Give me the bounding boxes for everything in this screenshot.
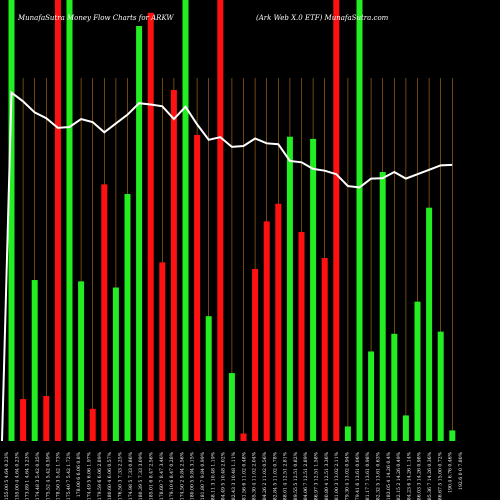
x-tick-labels: 155.00 5 4.64 0.23% 155.00 4 4.64 0.23% 17… [4,451,464,500]
x-tick-label: 155.00 4 4.64 0.23% [14,451,20,500]
chart-title-left: MunafaSutra Money Flow Charts for ARKW [17,14,174,22]
bar-up [356,0,363,441]
bar-up [124,194,131,441]
x-tick-label: 174.98 5 7.33 0.86% [128,451,134,500]
bar-up [391,333,398,441]
x-tick-label: 176.50 3 7.33 2.25% [118,451,124,500]
price-line-layer [1,90,453,442]
x-tick-label: 181.00 3 13.02 2.11% [334,451,340,500]
bar-down [89,408,96,441]
x-tick-label: 182.84 5 11.02 0.78% [272,451,278,500]
x-tick-label: 179.59 6 6.06 2.89% [97,451,103,500]
bar-up [228,373,235,441]
x-tick-label: 190.4 6.76 0.46% [448,451,454,493]
x-tick-label: 180.80 4 12.51 3.36% [324,451,330,500]
x-tick-label: 184.26 2 11.02 0.56% [262,451,268,500]
bar-up [205,316,212,441]
bar-up [182,0,189,441]
x-tick-label: 181.17 7 13.61 0.98% [365,451,371,500]
bar-up [286,136,293,441]
bar-up [379,171,386,442]
x-tick-label: 188.01 4 12.51 2.81% [283,451,289,500]
bar-down [194,134,201,442]
bar-down [159,262,166,441]
x-tick-label: 185.01 6 8.47 2.56% [148,451,154,500]
bar-down [101,184,108,441]
bar-down [217,0,224,441]
x-tick-label: 174.48 3 5.42 0.35% [35,451,41,500]
x-tick-label: 184.23 6 14.26 1.14% [406,451,412,500]
bar-down [240,433,247,441]
bar-up [449,430,456,441]
x-tick-label: 180.60 4 6.06 0.57% [107,451,113,500]
bar-down [20,399,27,441]
bar-up [112,287,119,441]
x-tick-label: 182.32 5 13.61 0.63% [375,451,381,500]
bar-up [437,331,444,441]
x-tick-label: 178.50 3 5.42 1.73% [56,451,62,500]
bar-down [298,231,305,441]
x-tick-label: 185.36 7 14.26 0.36% [427,451,433,500]
x-tick-label: 178.00 6 6.06 0.8% [76,451,82,497]
bar-down [170,89,177,442]
x-tick-label: 186.67 5 15.00 0.72% [437,451,443,500]
bar-up [78,281,85,441]
x-tick-label: 174.49 5 6.06 1.97% [87,451,93,500]
bar-up [368,351,375,441]
bars [8,0,456,442]
bar-up [414,301,421,441]
x-tick-label: 175.52 4 5.42 0.59% [45,451,51,500]
x-tick-label: 184.06 7 12.51 2.89% [303,451,309,500]
bar-up [402,415,409,441]
bar-up [310,138,317,442]
bar-down [43,396,50,441]
x-tick-label: 186.97 3 12.51 1.58% [314,451,320,500]
bar-down [252,269,259,441]
bar-down [54,0,61,441]
chart-title-right: (Ark Web X.0 ETF) MunafaSutra.com [256,14,389,22]
x-tick-label: 179.10 6 8.47 0.28% [169,451,175,500]
bar-up [8,0,15,441]
price-line [1,90,453,442]
bar-down [275,203,282,441]
x-tick-label: 182.43 3 10.48 1.11% [231,451,237,500]
x-tick-label: 185.30 4 11.02 2.04% [252,451,258,500]
bar-down [333,0,340,441]
x-tick-label: 181.56 6 11.02 0.48% [241,451,247,500]
x-tick-label: 182.15 2 14.26 0.49% [396,451,402,500]
bar-up [31,280,38,441]
bar-up [66,0,73,441]
x-tick-label: 174.50 2 9.84 2.56% [179,451,185,500]
x-tick-label: 184.49 5 10.48 2.02% [221,451,227,500]
x-tick-label: 186.03 3 14.26 0.98% [417,451,423,500]
x-tick-label: 192.6 0 0 7.80% [458,451,464,490]
bar-up [136,26,143,441]
x-tick-label: 180.00 5 9.84 3.15% [190,451,196,500]
bar-down [321,257,328,441]
bar-down [147,12,154,441]
x-tick-label: 179.41 6 13.61 0.06% [355,451,361,500]
x-tick-label: 175.40 7 5.42 1.72% [66,451,72,500]
x-tick-label: 155.00 5 4.64 0.23% [4,451,10,500]
bar-down [263,221,270,441]
x-tick-label: 180.39 5 7.33 3.09% [138,451,144,500]
x-tick-label: 183.05 4 14.26 0.4% [386,451,392,500]
x-tick-label: 178.60 7 8.47 3.46% [159,451,165,500]
bar-up [344,426,351,441]
x-tick-label: 181.80 7 9.84 0.99% [200,451,206,500]
x-tick-label: 189.55 5 12.51 0.82% [293,451,299,500]
x-tick-label: 179.30 4 13.02 0.94% [345,451,351,500]
bar-up [426,207,433,441]
x-tick-label: 173.89 1 4.64 3.23% [25,451,31,500]
x-tick-label: 188.11 3 10.48 1.19% [210,451,216,500]
